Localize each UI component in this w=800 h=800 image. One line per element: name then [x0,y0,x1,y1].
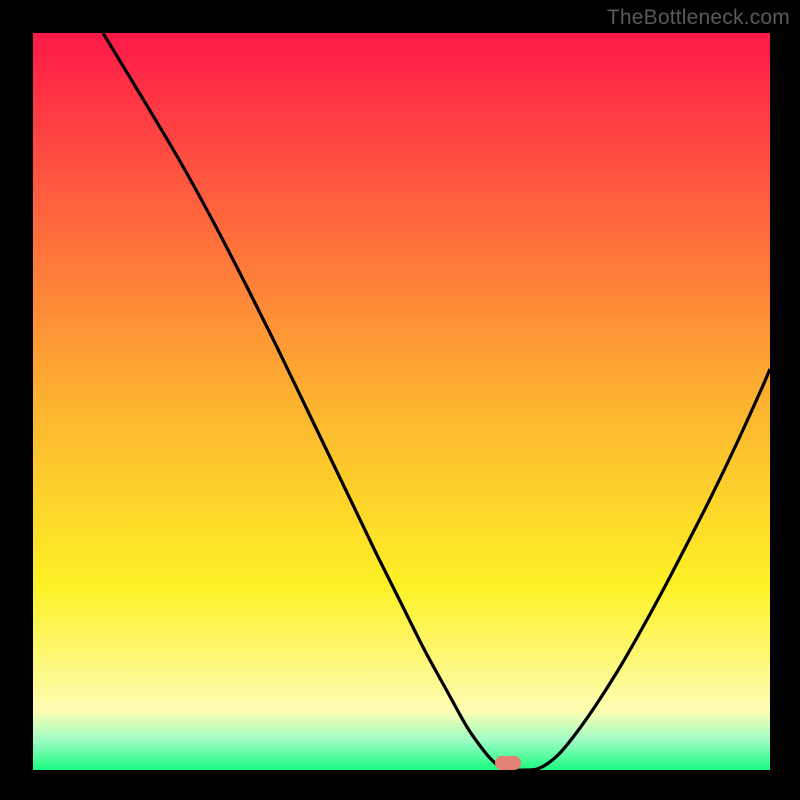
chart-container: TheBottleneck.com [0,0,800,800]
plot-area [33,33,770,770]
watermark-text: TheBottleneck.com [607,6,790,30]
min-marker [495,756,521,770]
curve-svg [33,33,770,770]
bottleneck-curve [103,33,770,770]
